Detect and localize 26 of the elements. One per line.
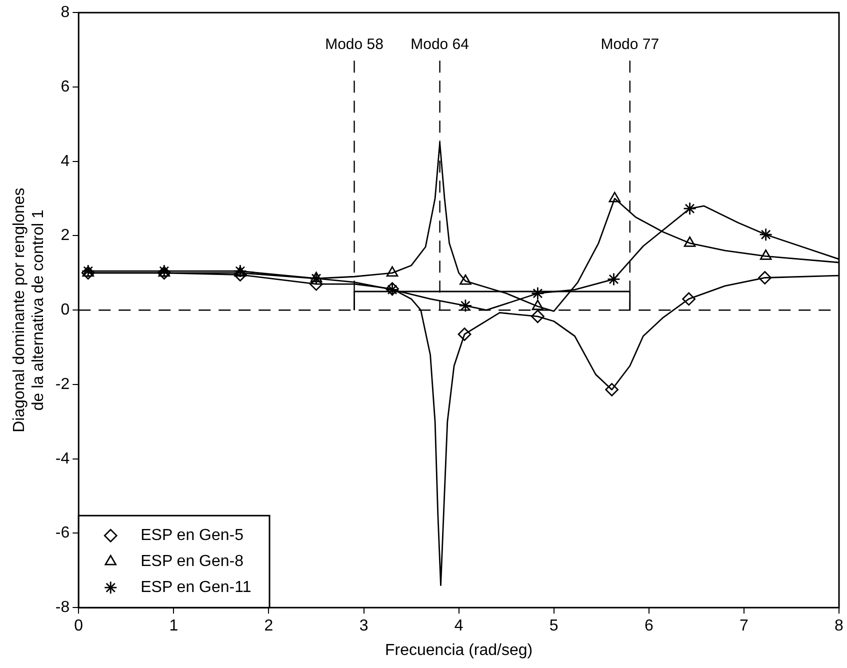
ref-line-label: Modo 58: [325, 36, 384, 54]
legend-label: ESP en Gen-8: [140, 553, 244, 570]
y-tick-label: -6: [55, 524, 70, 542]
x-axis-title: Frecuencia (rad/seg): [385, 642, 533, 659]
y-tick-label: 6: [60, 78, 70, 96]
y-tick-label: 8: [60, 4, 70, 22]
x-tick-label: 7: [740, 618, 748, 635]
x-tick-label: 3: [359, 618, 368, 635]
y-tick-label: 2: [60, 227, 70, 244]
ref-line-label: Modo 64: [410, 36, 469, 54]
legend-label: ESP en Gen-11: [140, 579, 252, 596]
y-tick-label: 4: [60, 152, 70, 170]
y-tick-label: 0: [60, 302, 70, 319]
y-axis-title: Diagonal dominante por renglones de la alternativa de control 1: [11, 188, 48, 432]
x-tick-label: 5: [549, 618, 558, 635]
ref-line-label: Modo 77: [600, 36, 660, 54]
legend-label: ESP en Gen-5: [140, 527, 244, 544]
y-tick-label: -4: [55, 450, 70, 468]
x-tick-label: 0: [74, 618, 84, 635]
x-tick-label: 2: [264, 618, 274, 635]
x-tick-label: 8: [834, 618, 844, 635]
x-tick-label: 1: [169, 618, 178, 635]
x-tick-label: 4: [454, 618, 464, 635]
y-tick-label: -8: [55, 599, 70, 616]
x-tick-label: 6: [644, 618, 654, 635]
y-tick-label: -2: [55, 376, 70, 393]
